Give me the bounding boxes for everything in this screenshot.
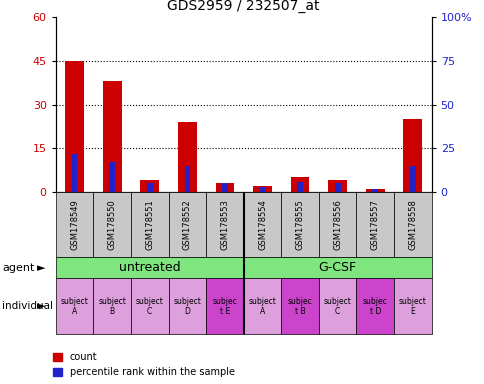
Bar [356,278,393,334]
Bar [334,183,340,192]
Bar [243,257,431,278]
Text: GSM178553: GSM178553 [220,199,229,250]
Text: GSM178551: GSM178551 [145,199,154,250]
Bar [56,257,243,278]
Bar [328,180,347,192]
Text: GSM178552: GSM178552 [182,199,192,250]
Text: subject
B: subject B [98,296,126,316]
Bar [206,192,243,257]
Text: subject
C: subject C [323,296,351,316]
Text: G-CSF: G-CSF [318,262,356,274]
Legend: count, percentile rank within the sample: count, percentile rank within the sample [53,353,234,377]
Text: untreated: untreated [119,262,180,274]
Text: subject
A: subject A [60,296,88,316]
Text: GSM178554: GSM178554 [257,199,267,250]
Bar [393,278,431,334]
Text: subject
D: subject D [173,296,201,316]
Text: ►: ► [37,301,45,311]
Bar [168,192,206,257]
Bar [140,180,159,192]
Bar [103,81,121,192]
Bar [131,192,168,257]
Text: subjec
t D: subjec t D [362,296,387,316]
Bar [409,166,415,192]
Bar [56,278,93,334]
Bar [372,189,378,192]
Text: GSM178558: GSM178558 [408,199,417,250]
Bar [243,278,281,334]
Bar [318,192,356,257]
Bar [206,278,243,334]
Bar [168,278,206,334]
Bar [178,122,197,192]
Bar [253,186,272,192]
Bar [356,192,393,257]
Text: GSM178556: GSM178556 [333,199,342,250]
Bar [56,192,93,257]
Bar [365,189,384,192]
Bar [281,192,318,257]
Text: GSM178557: GSM178557 [370,199,379,250]
Text: individual: individual [2,301,53,311]
Bar [297,182,302,192]
Text: subject
E: subject E [398,296,426,316]
Bar [259,187,265,192]
Text: agent: agent [2,263,35,273]
Text: subject
C: subject C [136,296,163,316]
Bar [215,183,234,192]
Bar [318,278,356,334]
Bar [184,166,190,192]
Bar [403,119,422,192]
Bar [93,192,131,257]
Bar [222,183,227,192]
Title: GDS2959 / 232507_at: GDS2959 / 232507_at [167,0,319,13]
Bar [281,278,318,334]
Bar [147,183,152,192]
Text: GSM178550: GSM178550 [107,199,117,250]
Bar [93,278,131,334]
Text: GSM178549: GSM178549 [70,199,79,250]
Bar [243,192,281,257]
Bar [131,278,168,334]
Bar [393,192,431,257]
Text: ►: ► [37,263,45,273]
Text: subject
A: subject A [248,296,276,316]
Text: subjec
t B: subjec t B [287,296,312,316]
Bar [290,177,309,192]
Bar [72,154,77,192]
Text: GSM178555: GSM178555 [295,199,304,250]
Text: subjec
t E: subjec t E [212,296,237,316]
Bar [109,162,115,192]
Bar [65,61,84,192]
